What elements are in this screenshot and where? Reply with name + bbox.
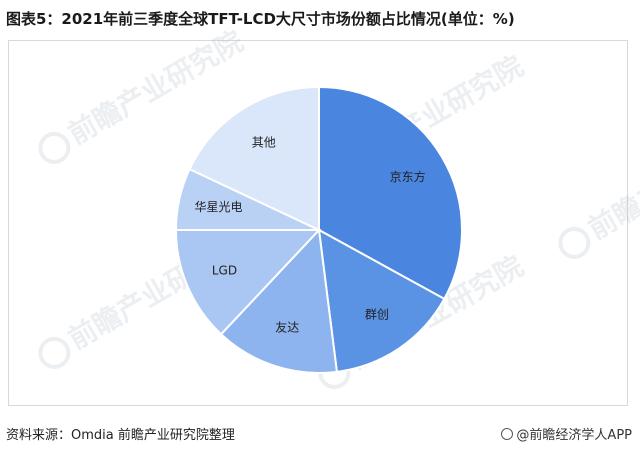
slice-label-5: 其他 [252,136,276,150]
slice-label-3: LGD [212,263,237,277]
slice-label-4: 华星光电 [194,200,242,214]
brand-logo-icon [501,428,514,440]
pie-slice-0 [318,85,463,301]
slice-label-1: 群创 [365,308,389,322]
slice-label-0: 京东方 [390,169,426,184]
brand-credit: @前瞻经济学人APP [501,424,632,443]
source-note: 资料来源：Omdia 前瞻产业研究院整理 [6,428,235,443]
pie-slice-3 [174,229,322,336]
chart-title: 图表5：2021年前三季度全球TFT-LCD大尺寸市场份额占比情况(单位：%) [6,10,515,28]
pie-slice-5 [188,85,320,232]
pie-slice-2 [219,227,339,374]
slice-label-2: 友达 [275,320,299,334]
chart-frame: 前瞻产业研究院 前瞻产业研究院 前瞻产业研究院 前瞻产业研究院 前瞻产业研究院 … [8,24,640,406]
pie-slice-1 [317,228,446,373]
brand-text: @前瞻经济学人APP [516,428,632,443]
